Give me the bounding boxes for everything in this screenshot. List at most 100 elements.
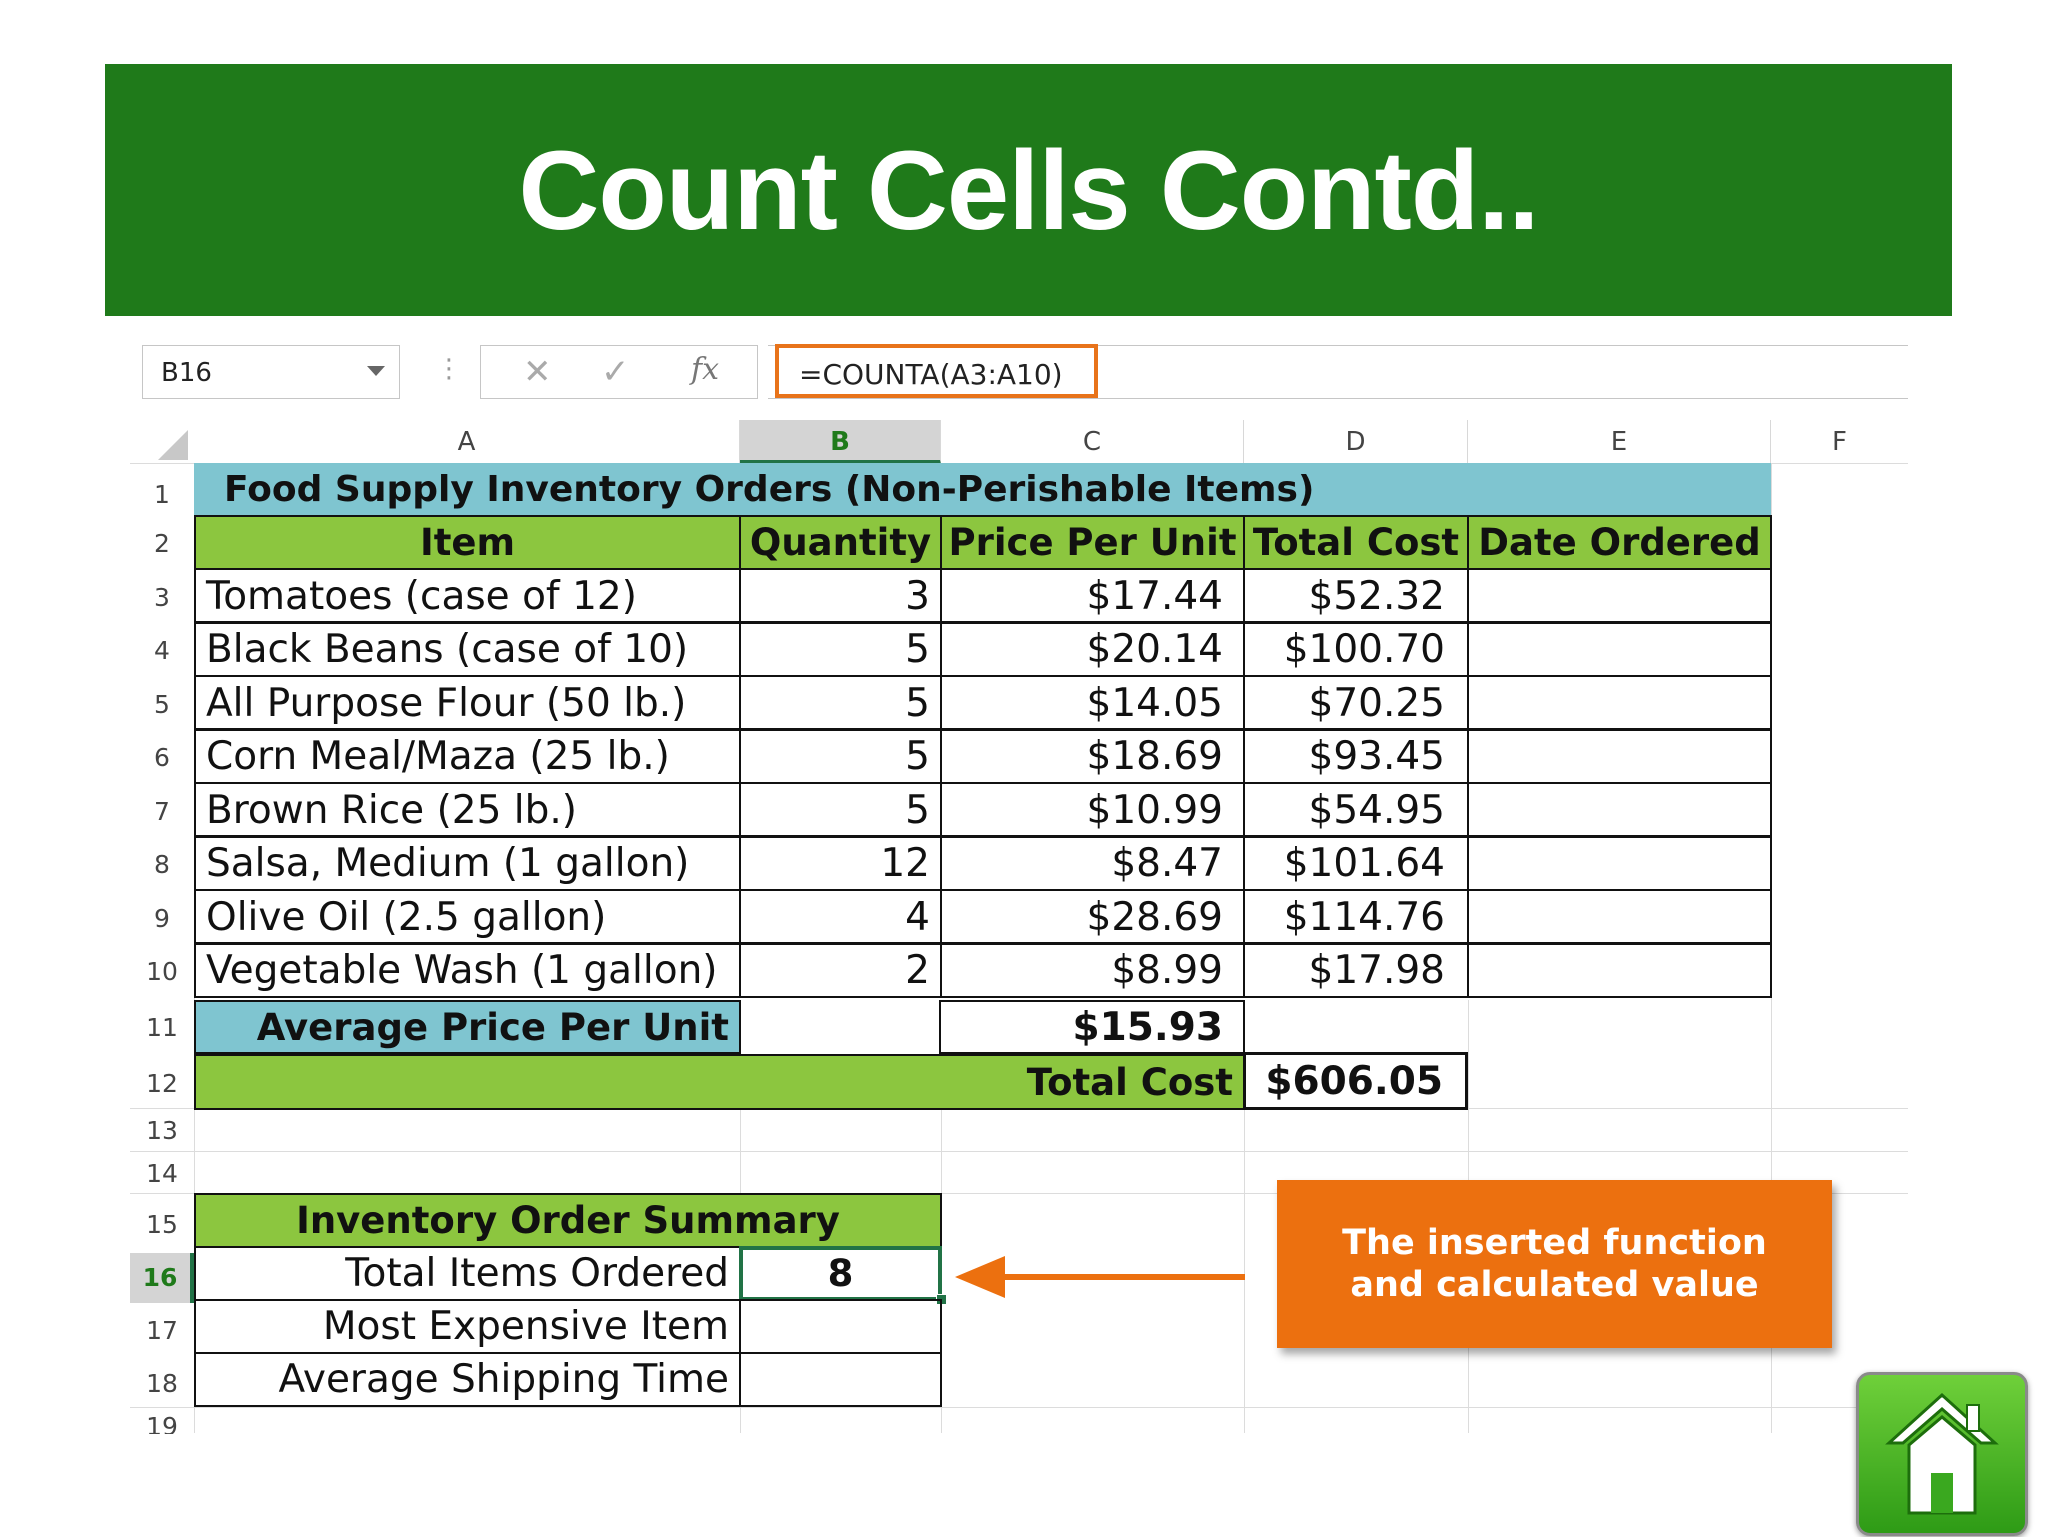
summary-value-shipping[interactable] (739, 1352, 942, 1407)
item-cell[interactable]: Tomatoes (case of 12) (194, 568, 741, 624)
row-header-15[interactable]: 15 (146, 1210, 178, 1239)
row-header-7[interactable]: 7 (154, 797, 170, 826)
row-header-10[interactable]: 10 (146, 957, 178, 986)
name-box[interactable]: B16 (142, 345, 400, 399)
date-cell[interactable] (1467, 889, 1772, 945)
date-cell[interactable] (1467, 621, 1772, 677)
header-price[interactable]: Price Per Unit (940, 515, 1245, 570)
row-header-6[interactable]: 6 (154, 743, 170, 772)
column-header-d[interactable]: D (1244, 420, 1468, 464)
quantity-cell[interactable]: 5 (739, 675, 942, 731)
total-cell[interactable]: $52.32 (1243, 568, 1469, 624)
row-header-12[interactable]: 12 (146, 1069, 178, 1098)
price-cell[interactable]: $17.44 (940, 568, 1245, 624)
date-cell[interactable] (1467, 568, 1772, 624)
summary-label-shipping[interactable]: Average Shipping Time (194, 1352, 741, 1407)
quantity-cell[interactable]: 2 (739, 942, 942, 998)
item-cell[interactable]: All Purpose Flour (50 lb.) (194, 675, 741, 731)
quantity-cell[interactable]: 5 (739, 621, 942, 677)
header-item[interactable]: Item (194, 515, 741, 570)
row-header-18[interactable]: 18 (146, 1369, 178, 1398)
callout-line-1: The inserted function (1342, 1223, 1767, 1263)
selected-cell-b16[interactable]: 8 (739, 1246, 942, 1301)
home-button[interactable] (1856, 1372, 2028, 1536)
date-cell[interactable] (1467, 942, 1772, 998)
price-cell[interactable]: $18.69 (940, 728, 1245, 784)
total-cost-label-cell[interactable]: Total Cost (194, 1054, 1245, 1110)
price-cell[interactable]: $10.99 (940, 782, 1245, 838)
column-header-c[interactable]: C (941, 420, 1244, 464)
column-header-f[interactable]: F (1832, 427, 1847, 457)
date-cell[interactable] (1467, 675, 1772, 731)
summary-value-most-expensive[interactable] (739, 1299, 942, 1354)
summary-label-most-expensive[interactable]: Most Expensive Item (194, 1299, 741, 1354)
item-cell[interactable]: Corn Meal/Maza (25 lb.) (194, 728, 741, 784)
row-header-9[interactable]: 9 (154, 904, 170, 933)
item-cell[interactable]: Black Beans (case of 10) (194, 621, 741, 677)
date-cell[interactable] (1467, 728, 1772, 784)
average-value-cell[interactable]: $15.93 (939, 1000, 1245, 1054)
average-label-cell[interactable]: Average Price Per Unit (194, 1000, 741, 1054)
column-header-a[interactable]: A (194, 420, 740, 464)
quantity-cell[interactable]: 5 (739, 728, 942, 784)
formula-bar-field[interactable] (768, 345, 1908, 399)
quantity-cell[interactable]: 12 (739, 835, 942, 891)
more-vertical-icon: ⋮ (436, 354, 462, 384)
row-header-1[interactable]: 1 (154, 480, 170, 509)
price-cell[interactable]: $28.69 (940, 889, 1245, 945)
date-cell[interactable] (1467, 835, 1772, 891)
summary-label-total-items[interactable]: Total Items Ordered (194, 1246, 741, 1301)
item-cell[interactable]: Brown Rice (25 lb.) (194, 782, 741, 838)
total-cell[interactable]: $17.98 (1243, 942, 1469, 998)
total-cell[interactable]: $114.76 (1243, 889, 1469, 945)
arrow-left-icon (955, 1256, 1245, 1298)
total-cell[interactable]: $93.45 (1243, 728, 1469, 784)
header-quantity[interactable]: Quantity (739, 515, 942, 570)
item-cell[interactable]: Salsa, Medium (1 gallon) (194, 835, 741, 891)
header-total[interactable]: Total Cost (1243, 515, 1469, 570)
row-header-17[interactable]: 17 (146, 1316, 178, 1345)
callout-box: The inserted function and calculated val… (1277, 1180, 1832, 1348)
formula-text: =COUNTA(A3:A10) (799, 358, 1063, 391)
slide-banner: Count Cells Contd.. (105, 64, 1952, 316)
sheet-title-cell[interactable]: Food Supply Inventory Orders (Non-Perish… (194, 463, 1771, 515)
row-header-16[interactable]: 16 (130, 1253, 194, 1303)
price-cell[interactable]: $14.05 (940, 675, 1245, 731)
row-header-2[interactable]: 2 (154, 529, 170, 558)
check-icon[interactable]: ✓ (601, 352, 630, 392)
total-cost-value-cell[interactable]: $606.05 (1243, 1052, 1468, 1110)
row-header-8[interactable]: 8 (154, 850, 170, 879)
quantity-cell[interactable]: 4 (739, 889, 942, 945)
column-header-b[interactable]: B (740, 420, 941, 464)
slide-title: Count Cells Contd.. (518, 127, 1539, 253)
formula-highlight[interactable]: =COUNTA(A3:A10) (775, 344, 1098, 398)
chevron-down-icon[interactable] (367, 366, 385, 376)
total-cell[interactable]: $70.25 (1243, 675, 1469, 731)
row-header-5[interactable]: 5 (154, 690, 170, 719)
close-icon[interactable]: ✕ (523, 352, 552, 392)
quantity-cell[interactable]: 3 (739, 568, 942, 624)
item-cell[interactable]: Olive Oil (2.5 gallon) (194, 889, 741, 945)
item-cell[interactable]: Vegetable Wash (1 gallon) (194, 942, 741, 998)
price-cell[interactable]: $8.47 (940, 835, 1245, 891)
date-cell[interactable] (1467, 782, 1772, 838)
column-header-e[interactable]: E (1468, 420, 1771, 464)
home-icon (1885, 1392, 1999, 1515)
total-cell[interactable]: $100.70 (1243, 621, 1469, 677)
row-header-19[interactable]: 19 (146, 1412, 178, 1434)
price-cell[interactable]: $8.99 (940, 942, 1245, 998)
summary-title-cell[interactable]: Inventory Order Summary (194, 1193, 942, 1248)
fx-icon[interactable]: fx (691, 352, 720, 387)
total-cell[interactable]: $101.64 (1243, 835, 1469, 891)
total-cell[interactable]: $54.95 (1243, 782, 1469, 838)
row-header-14[interactable]: 14 (146, 1159, 178, 1188)
row-header-4[interactable]: 4 (154, 636, 170, 665)
row-header-13[interactable]: 13 (146, 1116, 178, 1145)
callout-line-2: and calculated value (1350, 1265, 1759, 1305)
price-cell[interactable]: $20.14 (940, 621, 1245, 677)
row-header-11[interactable]: 11 (146, 1013, 178, 1042)
quantity-cell[interactable]: 5 (739, 782, 942, 838)
row-header-3[interactable]: 3 (154, 583, 170, 612)
header-date[interactable]: Date Ordered (1467, 515, 1772, 570)
select-all-corner[interactable] (130, 420, 194, 464)
